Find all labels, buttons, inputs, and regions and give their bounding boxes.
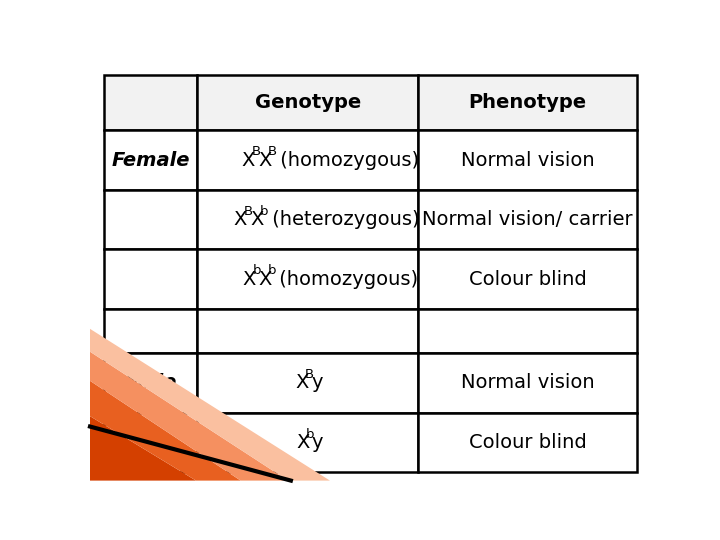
Bar bbox=[104, 413, 197, 472]
Text: X: X bbox=[296, 433, 310, 452]
Polygon shape bbox=[90, 416, 196, 481]
Bar bbox=[197, 309, 418, 353]
Bar bbox=[104, 75, 197, 130]
Bar bbox=[418, 75, 636, 130]
Text: Colour blind: Colour blind bbox=[469, 433, 587, 452]
Text: Normal vision: Normal vision bbox=[461, 151, 595, 170]
Text: B: B bbox=[305, 368, 315, 381]
Bar bbox=[104, 249, 197, 309]
Text: X: X bbox=[258, 270, 271, 289]
Bar bbox=[418, 413, 636, 472]
Bar bbox=[418, 130, 636, 190]
Text: X: X bbox=[234, 210, 247, 229]
Text: B: B bbox=[243, 205, 253, 218]
Text: (homozygous): (homozygous) bbox=[274, 151, 420, 170]
Polygon shape bbox=[90, 352, 288, 481]
Bar bbox=[197, 130, 418, 190]
Bar bbox=[418, 309, 636, 353]
Polygon shape bbox=[90, 381, 240, 481]
Text: (homozygous): (homozygous) bbox=[274, 270, 418, 289]
Text: b: b bbox=[268, 265, 276, 278]
Bar bbox=[418, 353, 636, 413]
Text: X: X bbox=[251, 210, 264, 229]
Text: Colour blind: Colour blind bbox=[469, 270, 587, 289]
Bar bbox=[104, 130, 197, 190]
Text: Genotype: Genotype bbox=[255, 93, 361, 112]
Text: Male: Male bbox=[125, 374, 177, 393]
Polygon shape bbox=[90, 329, 330, 481]
Text: b: b bbox=[260, 205, 269, 218]
Text: X: X bbox=[295, 374, 309, 393]
Bar bbox=[104, 190, 197, 249]
Text: X: X bbox=[242, 151, 255, 170]
Text: b: b bbox=[306, 428, 314, 441]
Text: Phenotype: Phenotype bbox=[469, 93, 587, 112]
Text: X: X bbox=[243, 270, 256, 289]
Bar bbox=[104, 353, 197, 413]
Text: Normal vision/ carrier: Normal vision/ carrier bbox=[423, 210, 633, 229]
Bar bbox=[197, 413, 418, 472]
Text: Female: Female bbox=[112, 151, 190, 170]
Bar bbox=[418, 249, 636, 309]
Bar bbox=[197, 75, 418, 130]
Text: y: y bbox=[311, 433, 323, 452]
Text: Normal vision: Normal vision bbox=[461, 374, 595, 393]
Bar bbox=[197, 249, 418, 309]
Text: (heterozygous): (heterozygous) bbox=[266, 210, 419, 229]
Bar bbox=[418, 190, 636, 249]
Text: y: y bbox=[312, 374, 323, 393]
Text: X: X bbox=[258, 151, 271, 170]
Bar bbox=[197, 353, 418, 413]
Text: b: b bbox=[253, 265, 261, 278]
Bar bbox=[197, 190, 418, 249]
Text: B: B bbox=[268, 145, 277, 158]
Text: B: B bbox=[251, 145, 261, 158]
Bar bbox=[104, 309, 197, 353]
